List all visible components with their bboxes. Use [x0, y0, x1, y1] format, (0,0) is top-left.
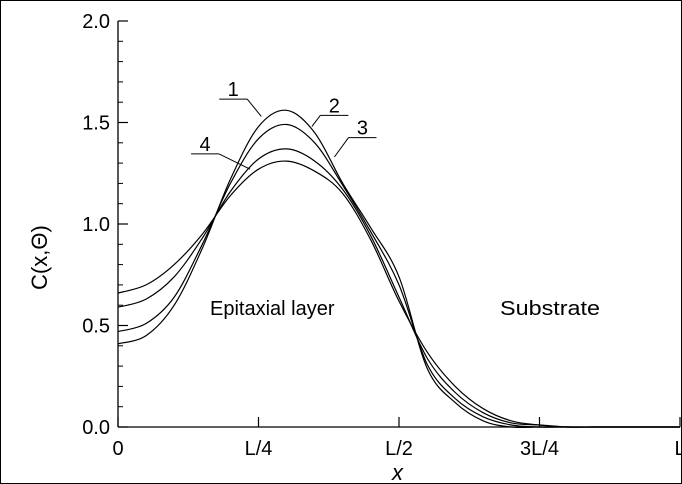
x-tick-label: L/4: [245, 438, 273, 460]
axes: 0.0 0.5 1.0 1.5 2.0 0 L/4 L/2 3L/4 L: [82, 11, 682, 460]
x-tick-label: L/2: [385, 438, 413, 460]
series-label-4: 4: [200, 134, 211, 156]
x-axis-label: x: [391, 460, 404, 484]
annotation-substrate: Substrate: [500, 298, 600, 320]
y-tick-label: 1.0: [82, 214, 110, 236]
series-leader-line: [218, 153, 251, 170]
x-tick-label: 0: [112, 438, 123, 460]
series-leader-line: [333, 137, 349, 158]
series-leader-line: [246, 98, 262, 117]
series-line-3: [117, 148, 680, 428]
annotation-epitaxial-layer: Epitaxial layer: [210, 298, 335, 320]
series-group: [117, 109, 680, 429]
y-tick-label: 1.5: [82, 113, 110, 135]
series-label-3: 3: [357, 118, 368, 140]
x-tick-label: L: [674, 438, 682, 460]
series-line-4: [117, 160, 680, 428]
y-tick-label: 0.5: [82, 316, 110, 338]
series-label-1: 1: [228, 79, 239, 101]
y-tick-label: 0.0: [82, 417, 110, 439]
labels-group: Epitaxial layer Substrate x C(x,Θ) 1 23 4: [27, 79, 600, 484]
x-tick-label: 3L/4: [520, 438, 559, 460]
y-axis-label: C(x,Θ): [27, 225, 52, 290]
series-label-2: 2: [329, 95, 340, 117]
series-line-1: [117, 109, 680, 429]
series-leader-line: [311, 115, 321, 127]
y-tick-label: 2.0: [82, 11, 110, 33]
